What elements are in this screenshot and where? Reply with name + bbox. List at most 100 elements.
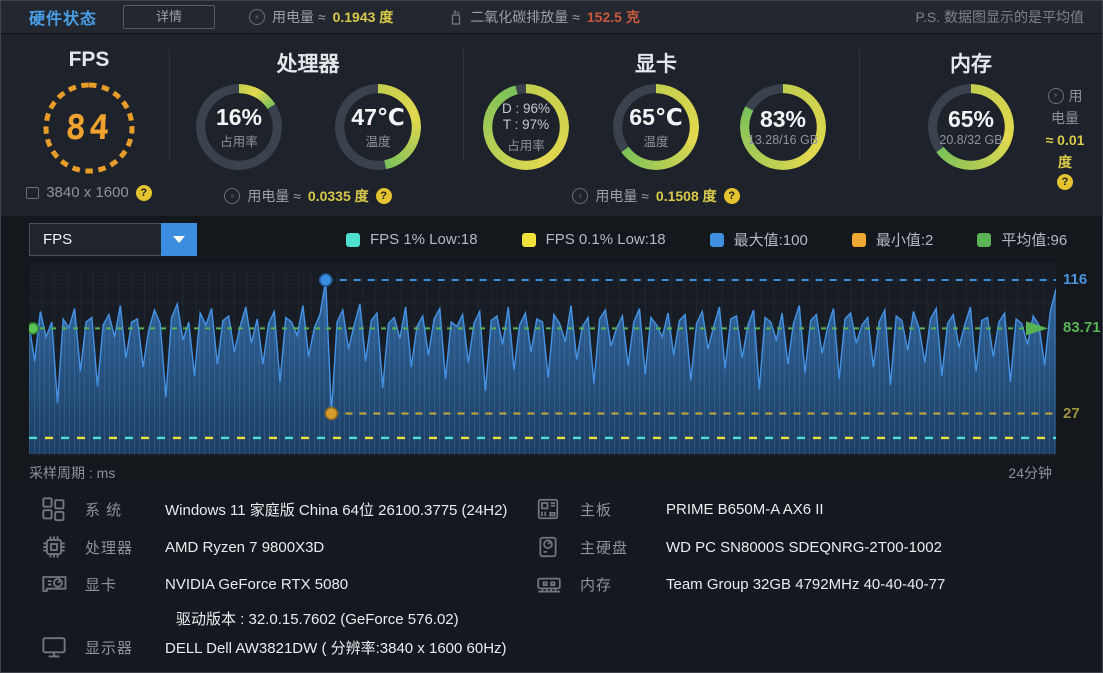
info-row-display: 显示器 DELL Dell AW3821DW ( 分辨率:3840 x 1600… <box>41 632 507 662</box>
metric-select-value[interactable]: FPS <box>29 223 161 256</box>
ram-section-title: 内存 <box>950 53 992 76</box>
min-marker <box>324 406 339 421</box>
divider <box>859 49 860 161</box>
motherboard-icon <box>536 496 566 522</box>
gpu-temp-ring: 65℃ 温度 <box>613 84 699 170</box>
cpu-usage-arc <box>196 84 282 170</box>
legend-item[interactable]: FPS 1% Low:18 <box>346 231 478 248</box>
power-icon: ⚡ <box>224 188 241 204</box>
info-label: 主硬盘 <box>580 539 629 557</box>
duration-label: 24分钟 <box>1008 465 1052 481</box>
gpu-mem-ring: 83% 13.28/16 GB <box>740 84 826 170</box>
legend-swatch <box>521 232 536 247</box>
legend-item[interactable]: 最大值:100 <box>709 229 808 250</box>
chart-toolbar: FPS FPS 1% Low:18 FPS 0.1% Low:18 最大值:10… <box>1 216 1102 263</box>
legend-swatch <box>346 232 360 247</box>
ram-icon <box>536 571 566 597</box>
max-marker <box>318 273 333 287</box>
gpu-mem-value: 83% <box>759 106 807 132</box>
help-icon[interactable]: ? <box>375 188 392 204</box>
chart-footer: 采样周期 : ms 24分钟 <box>1 459 1102 487</box>
ram-power-block: ⚡ 用 电量 ≈ 0.01 度 ? <box>1029 86 1101 190</box>
info-value: PRIME B650M-A AX6 II <box>666 500 824 518</box>
metric-select[interactable]: FPS <box>29 223 197 256</box>
gpu-icon <box>41 571 71 597</box>
avg-marker <box>26 322 40 335</box>
help-icon[interactable]: ? <box>723 188 740 204</box>
cpu-power-row: ⚡ 用电量 ≈ 0.0335 度 ? <box>193 186 423 206</box>
co2-label: 二氧化碳排放量 ≈ <box>470 9 580 25</box>
ram-power-l2: 电量 <box>1051 110 1079 126</box>
legend-item[interactable]: FPS 0.1% Low:18 <box>521 231 666 248</box>
header-bar: 硬件状态 详情 ⚡ 用电量 ≈ 0.1943 度 二氧化碳排放量 ≈ 152.5… <box>1 1 1102 34</box>
info-value: WD PC SN8000S SDEQNRG-2T00-1002 <box>666 538 942 556</box>
legend-swatch <box>851 232 866 247</box>
power-icon: ⚡ <box>572 188 589 204</box>
cpu-power-value: 0.0335 度 <box>307 188 369 204</box>
fps-chart-svg <box>26 271 1057 454</box>
power-label: 用电量 ≈ <box>272 9 326 25</box>
cpu-section-title: 处理器 <box>276 53 340 76</box>
detail-button[interactable]: 详情 <box>123 5 216 29</box>
y-axis-max-label: 116 <box>1063 271 1088 288</box>
help-icon[interactable]: ? <box>1057 174 1073 190</box>
info-row-motherboard: 主板 PRIME B650M-A AX6 II <box>536 494 824 524</box>
gpu-usage-t: T : 97% <box>502 116 550 132</box>
stats-panel: FPS 84 3840 x 1600 ? 处理器 16% 占用率 47℃ 温度 … <box>1 34 1102 216</box>
info-row-system: 系 统 Windows 11 家庭版 China 64位 26100.3775 … <box>41 494 507 524</box>
info-value: Windows 11 家庭版 China 64位 26100.3775 (24H… <box>165 501 508 519</box>
info-row-gpu: 显卡 NVIDIA GeForce RTX 5080 <box>41 569 348 599</box>
resolution-row: 3840 x 1600 ? <box>1 184 177 201</box>
power-usage-group: ⚡ 用电量 ≈ 0.1943 度 <box>249 7 393 27</box>
monitor-icon <box>41 634 71 660</box>
ram-power-unit: 度 <box>1058 154 1072 170</box>
gpu-section-title: 显卡 <box>635 53 677 76</box>
fps-area-chart[interactable] <box>26 263 1057 456</box>
chevron-down-icon <box>173 236 185 243</box>
cpu-usage-ring: 16% 占用率 <box>196 84 282 170</box>
gpu-usage-d: D : 96% <box>501 100 551 116</box>
fps-gauge: 84 <box>41 80 137 176</box>
ram-power-l1: 用 <box>1068 88 1083 104</box>
gpu-power-label: 用电量 ≈ <box>595 188 649 204</box>
system-icon <box>41 496 71 522</box>
y-axis-avg-label: 83.71 <box>1063 319 1101 336</box>
legend-item[interactable]: 最小值:2 <box>851 229 933 250</box>
power-value: 0.1943 度 <box>332 9 394 25</box>
page-title: 硬件状态 <box>29 11 98 28</box>
info-row-ram: 内存 Team Group 32GB 4792MHz 40-40-40-77 <box>536 569 945 599</box>
metric-select-button[interactable] <box>161 223 197 256</box>
co2-group: 二氧化碳排放量 ≈ 152.5 克 <box>449 7 640 27</box>
gpu-usage-label: 占用率 <box>507 138 545 153</box>
legend-label: FPS 0.1% Low:18 <box>545 231 666 248</box>
system-info-panel: 系 统 Windows 11 家庭版 China 64位 26100.3775 … <box>1 487 1102 672</box>
info-label: 显示器 <box>85 639 134 657</box>
resolution-value: 3840 x 1600 <box>46 184 129 201</box>
help-icon[interactable]: ? <box>135 184 152 201</box>
info-row-cpu: 处理器 AMD Ryzen 7 9800X3D <box>41 532 324 562</box>
y-axis-min-label: 27 <box>1063 405 1080 422</box>
gpu-temp-value: 65℃ <box>629 103 683 130</box>
co2-icon <box>452 10 461 25</box>
co2-value: 152.5 克 <box>586 9 640 25</box>
gpu-temp-arc <box>613 84 699 170</box>
legend-swatch <box>709 232 724 247</box>
info-label: 处理器 <box>85 539 134 557</box>
cpu-temp-ring: 47℃ 温度 <box>335 84 421 170</box>
legend-item[interactable]: 平均值:96 <box>977 229 1067 250</box>
cpu-power-label: 用电量 ≈ <box>247 188 301 204</box>
cpu-usage-value: 16% <box>215 103 263 130</box>
cpu-temp-arc <box>335 84 421 170</box>
fps-dashed-ring <box>43 82 135 174</box>
info-label: 内存 <box>580 576 613 594</box>
info-value: AMD Ryzen 7 9800X3D <box>165 538 325 556</box>
divider <box>169 49 170 161</box>
fps-section-title: FPS <box>68 48 110 71</box>
gpu-driver-version: 驱动版本 : 32.0.15.7602 (GeForce 576.02) <box>176 611 459 628</box>
info-value: NVIDIA GeForce RTX 5080 <box>165 575 349 593</box>
sample-period-label: 采样周期 : ms <box>29 465 116 481</box>
gpu-power-value: 0.1508 度 <box>655 188 717 204</box>
cpu-icon <box>41 534 71 560</box>
info-value: Team Group 32GB 4792MHz 40-40-40-77 <box>666 575 946 593</box>
